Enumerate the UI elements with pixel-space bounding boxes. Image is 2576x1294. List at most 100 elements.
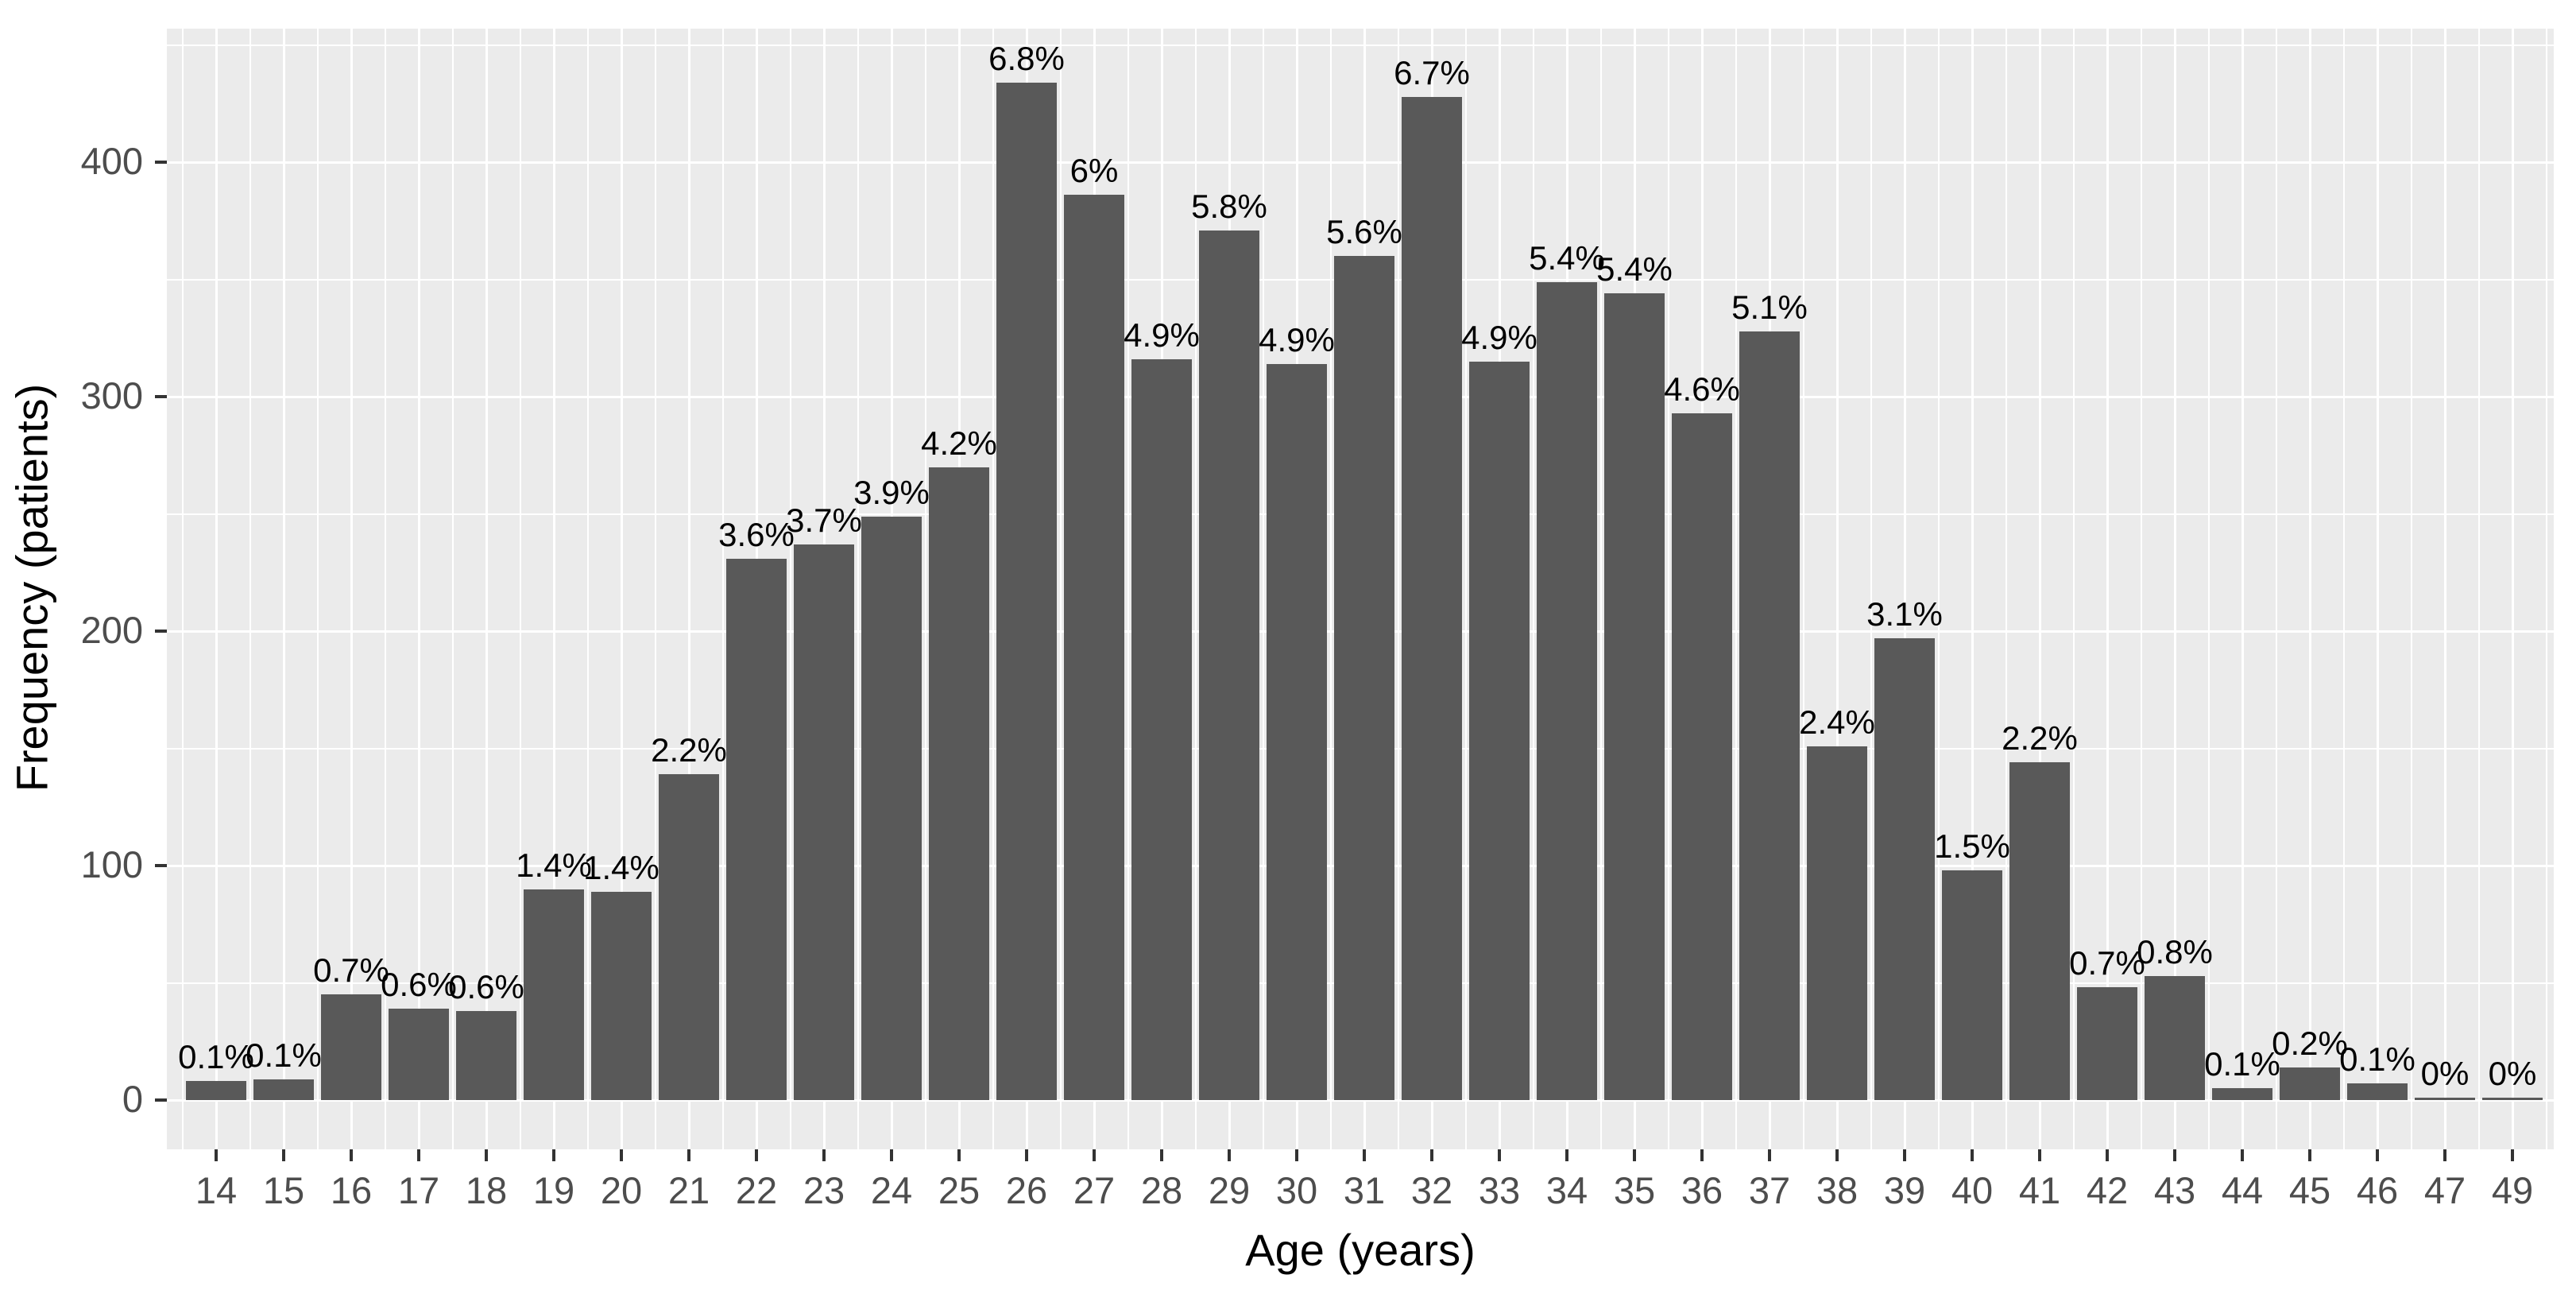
bar-percent-label: 6.7%	[1394, 53, 1470, 91]
bar-age-18	[455, 1010, 517, 1101]
gridline-major-vertical	[620, 29, 623, 1149]
gridline-major-vertical	[1903, 29, 1906, 1149]
bar-age-26	[996, 82, 1058, 1101]
x-axis-tick	[755, 1149, 758, 1161]
bar-percent-label: 5.4%	[1529, 238, 1605, 277]
y-axis-tick	[155, 161, 167, 165]
gridline-minor-vertical	[2477, 29, 2480, 1149]
bar-age-39	[1874, 637, 1936, 1101]
x-tick-label: 20	[600, 1169, 643, 1211]
bar-age-24	[861, 516, 922, 1101]
bar-percent-label: 0%	[2420, 1055, 2470, 1093]
x-axis-tick	[282, 1149, 285, 1161]
bar-percent-label: 0.1%	[2204, 1045, 2280, 1083]
bar-age-16	[320, 994, 382, 1101]
gridline-major-vertical	[2376, 29, 2379, 1149]
gridline-minor-vertical	[924, 29, 926, 1149]
gridline-major-vertical	[2173, 29, 2176, 1149]
x-axis-tick	[1835, 1149, 1839, 1161]
gridline-minor-vertical	[1532, 29, 1534, 1149]
bar-percent-label: 0.6%	[381, 966, 457, 1003]
gridline-minor-vertical	[316, 29, 319, 1149]
bar-age-15	[253, 1079, 315, 1101]
x-tick-label: 38	[1816, 1169, 1859, 1211]
bar-age-28	[1131, 358, 1193, 1101]
gridline-major-vertical	[485, 29, 488, 1149]
gridline-minor-vertical	[1599, 29, 1602, 1149]
bar-percent-label: 0.2%	[2272, 1024, 2348, 1062]
gridline-minor-vertical	[249, 29, 251, 1149]
y-axis-tick	[155, 864, 167, 868]
bar-percent-label: 5.6%	[1326, 213, 1402, 251]
x-axis-tick	[1430, 1149, 1433, 1161]
bar-percent-label: 0.7%	[313, 951, 389, 990]
bar-age-23	[793, 544, 855, 1101]
bar-percent-label: 0.1%	[178, 1038, 254, 1076]
x-axis-tick	[2376, 1149, 2379, 1161]
bar-age-19	[523, 889, 585, 1101]
bar-percent-label: 4.2%	[921, 424, 997, 462]
bar-percent-label: 3.6%	[718, 515, 795, 553]
x-axis-tick	[2241, 1149, 2244, 1161]
x-tick-label: 32	[1410, 1169, 1453, 1211]
bar-age-38	[1806, 746, 1868, 1101]
gridline-minor-vertical	[992, 29, 994, 1149]
bar-percent-label: 1.4%	[516, 846, 592, 884]
bar-age-17	[388, 1009, 450, 1101]
x-tick-label: 36	[1681, 1169, 1723, 1211]
x-axis-tick	[1565, 1149, 1568, 1161]
gridline-minor-vertical	[1870, 29, 1872, 1149]
x-axis-tick	[1633, 1149, 1636, 1161]
gridline-minor-vertical	[1397, 29, 1399, 1149]
gridline-minor-vertical	[1802, 29, 1804, 1149]
bar-age-21	[658, 774, 720, 1101]
x-tick-label: 19	[532, 1169, 575, 1211]
bar-age-25	[928, 467, 990, 1101]
bar-percent-label: 4.9%	[1461, 318, 1537, 356]
x-tick-label: 44	[2221, 1169, 2264, 1211]
x-tick-label: 37	[1748, 1169, 1791, 1211]
bar-age-29	[1198, 230, 1260, 1101]
x-tick-label: 26	[1005, 1169, 1048, 1211]
y-tick-label: 300	[80, 374, 143, 417]
y-tick-label: 200	[80, 609, 143, 652]
x-axis-tick	[350, 1149, 353, 1161]
x-axis-tick	[1498, 1149, 1501, 1161]
bar-age-20	[590, 891, 652, 1101]
x-tick-label: 18	[465, 1169, 508, 1211]
gridline-major-vertical	[2443, 29, 2446, 1149]
bar-age-41	[2009, 762, 2071, 1101]
gridline-minor-vertical	[654, 29, 656, 1149]
x-axis-tick	[620, 1149, 623, 1161]
bar-percent-label: 5.4%	[1596, 250, 1673, 289]
bar-age-27	[1063, 195, 1125, 1101]
x-axis-tick	[890, 1149, 893, 1161]
x-axis-tick	[1295, 1149, 1298, 1161]
x-tick-label: 17	[397, 1169, 440, 1211]
x-axis-tick	[552, 1149, 555, 1161]
bar-age-40	[1941, 870, 2003, 1101]
bar-age-35	[1603, 293, 1665, 1101]
x-axis-tick	[1700, 1149, 1704, 1161]
x-axis-title: Age (years)	[1245, 1225, 1476, 1275]
gridline-minor-vertical	[181, 29, 184, 1149]
gridline-minor-vertical	[2410, 29, 2412, 1149]
x-tick-label: 25	[938, 1169, 981, 1211]
x-axis-tick	[1363, 1149, 1366, 1161]
y-tick-label: 0	[122, 1078, 143, 1121]
y-axis-title: Frequency (patients)	[6, 383, 57, 792]
gridline-minor-vertical	[1667, 29, 1669, 1149]
bar-percent-label: 4.9%	[1124, 316, 1200, 354]
x-axis-tick	[215, 1149, 218, 1161]
gridline-minor-vertical	[2005, 29, 2007, 1149]
x-tick-label: 45	[2288, 1169, 2331, 1211]
bar-percent-label: 0%	[2488, 1055, 2537, 1093]
x-tick-label: 43	[2153, 1169, 2196, 1211]
y-tick-label: 400	[80, 140, 143, 183]
x-tick-label: 33	[1478, 1169, 1521, 1211]
gridline-major-vertical	[2511, 29, 2514, 1149]
bar-age-33	[1468, 361, 1530, 1101]
gridline-minor-vertical	[1059, 29, 1062, 1149]
x-tick-label: 42	[2086, 1169, 2129, 1211]
